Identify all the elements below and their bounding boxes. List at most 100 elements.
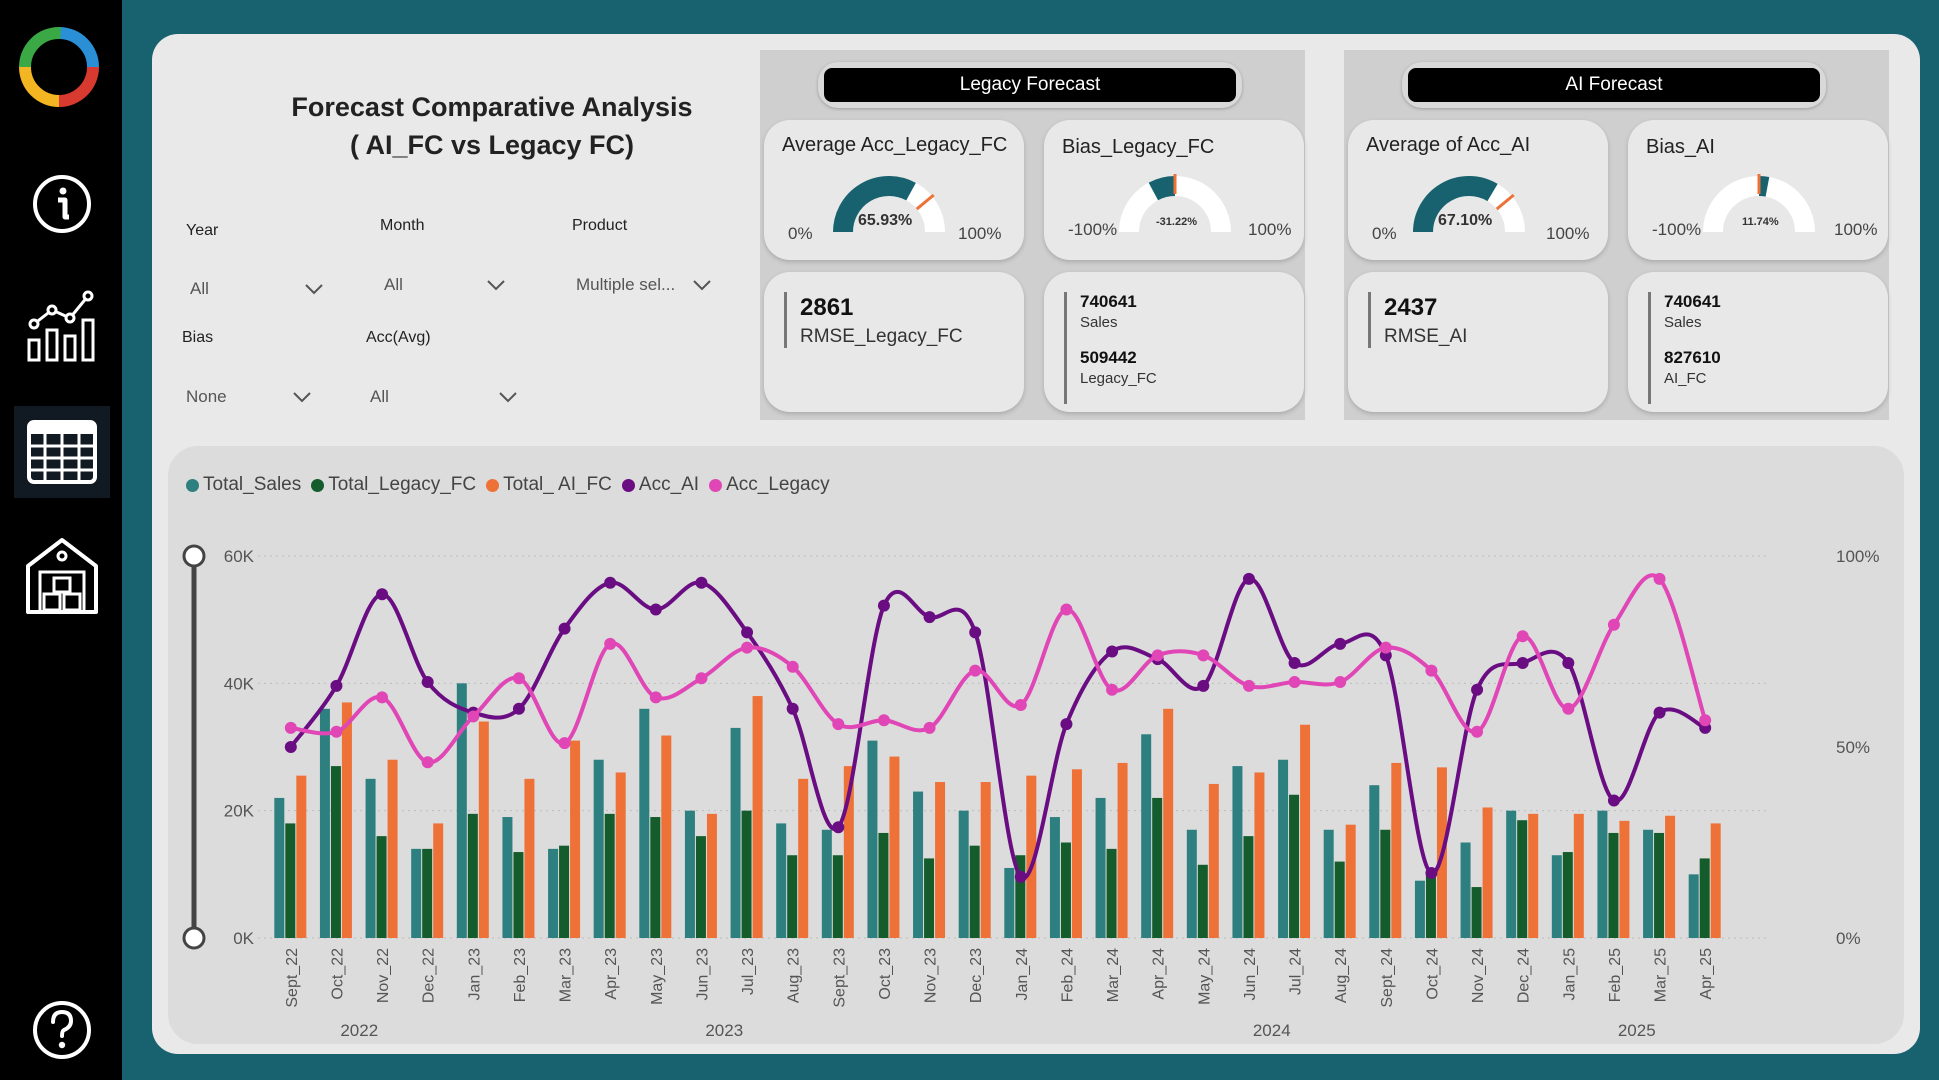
bar-total-sales [548, 848, 559, 938]
range-slider-handle-top[interactable] [182, 544, 206, 568]
app-logo [14, 22, 104, 112]
ai-acc-card: Average of Acc_AI 0% 100% 67.10% [1348, 120, 1608, 260]
gauge-min: 0% [1372, 224, 1397, 243]
line-acc-ai [289, 576, 1707, 881]
acc-dropdown[interactable]: All [370, 380, 518, 414]
x-tick-label: Oct_23 [877, 948, 894, 1000]
ai-group-title: AI Forecast [1408, 68, 1820, 102]
bar-total-legacy-fc [1425, 874, 1436, 938]
point-acc-legacy [695, 672, 708, 685]
bar-total-ai-fc [843, 766, 854, 938]
ai-rmse-card: 2437 RMSE_AI [1348, 272, 1608, 412]
bias-dropdown[interactable]: None [186, 380, 312, 414]
ai-bias-card: Bias_AI -100% 100% 11.74% [1628, 120, 1888, 260]
ai-bias-gauge [1703, 174, 1815, 233]
point-acc-ai [558, 622, 571, 635]
point-acc-ai [512, 702, 525, 715]
year-dropdown[interactable]: All [190, 272, 324, 306]
point-acc-legacy [1014, 698, 1027, 711]
bar-total-legacy-fc [1517, 820, 1528, 938]
legacy-acc-card: Average Acc_Legacy_FC 0% 100% 65.93% [764, 120, 1024, 260]
x-tick-label: Apr_23 [603, 948, 620, 1000]
legacy-rmse-card: 2861 RMSE_Legacy_FC [764, 272, 1024, 412]
y-tick-label: 40K [224, 674, 255, 693]
point-acc-legacy [558, 737, 571, 750]
bar-total-ai-fc [889, 756, 900, 938]
point-acc-ai [1014, 870, 1027, 883]
month-value: All [384, 275, 403, 294]
point-acc-ai [1425, 867, 1438, 880]
page-title-line2: ( AI_FC vs Legacy FC) [349, 130, 635, 160]
ai-rmse-label: RMSE_AI [1384, 326, 1468, 347]
year-label: Year [186, 222, 219, 239]
product-value: Multiple sel... [576, 275, 676, 294]
gauge-fill [1413, 176, 1498, 233]
legacy-acc-gauge [833, 176, 945, 233]
x-tick-label: Mar_23 [558, 948, 575, 1002]
product-dropdown[interactable]: Multiple sel... [576, 268, 712, 302]
legacy-fc-value: 509442 [1080, 348, 1137, 367]
point-acc-ai [330, 679, 343, 692]
x-tick-label: May_23 [649, 948, 666, 1005]
point-acc-legacy [877, 714, 890, 727]
point-acc-ai [877, 599, 890, 612]
info-button[interactable] [14, 158, 110, 250]
ai-rmse-value: 2437 [1384, 294, 1438, 321]
legacy-bias-gauge [1119, 174, 1231, 233]
legend-label: Total_Legacy_FC [328, 474, 477, 495]
bar-total-legacy-fc [513, 852, 524, 938]
legend-item[interactable]: Acc_Legacy [709, 474, 830, 496]
bar-total-sales [867, 740, 878, 938]
legend-item[interactable]: Total_Legacy_FC [311, 474, 476, 496]
help-button[interactable] [14, 984, 110, 1076]
bar-total-legacy-fc [1562, 852, 1573, 938]
bar-total-sales [1506, 810, 1517, 938]
legend-swatch [186, 478, 199, 492]
legend-item[interactable]: Total_Sales [186, 474, 301, 496]
bar-total-sales [730, 727, 741, 938]
gauge-min: -100% [1068, 220, 1118, 239]
analytics-button[interactable] [14, 280, 110, 372]
legend-item[interactable]: Acc_AI [621, 474, 699, 496]
bar-total-legacy-fc [787, 855, 798, 938]
chevron-down-icon [487, 280, 505, 291]
bar-total-legacy-fc [1106, 848, 1117, 938]
x-tick-label: Sept_23 [831, 948, 848, 1008]
y-tick-label: 0K [233, 929, 254, 948]
point-acc-ai [1471, 683, 1484, 696]
bar-total-ai-fc [615, 772, 626, 938]
point-acc-ai [1516, 656, 1529, 669]
ai-acc-gauge [1413, 176, 1525, 233]
point-acc-legacy [1653, 572, 1666, 585]
point-acc-legacy [1425, 664, 1438, 677]
point-acc-legacy [1471, 725, 1484, 738]
point-acc-legacy [1288, 676, 1301, 689]
bar-total-ai-fc [752, 696, 763, 938]
bar-total-ai-fc [296, 775, 307, 938]
point-acc-ai [969, 626, 982, 639]
legacy-rmse-label: RMSE_Legacy_FC [800, 326, 963, 347]
ai-bias-title: Bias_AI [1646, 136, 1715, 158]
y2-tick-label: 50% [1836, 738, 1870, 757]
bar-total-sales [502, 817, 513, 938]
logo-icon [19, 27, 99, 107]
point-acc-legacy [467, 710, 480, 723]
x-tick-label: Nov_23 [923, 948, 940, 1003]
bar-total-legacy-fc [741, 810, 752, 938]
warehouse-button[interactable] [14, 530, 110, 622]
year-group-label: 2025 [1618, 1021, 1656, 1040]
x-tick-label: Mar_24 [1105, 948, 1122, 1002]
month-dropdown[interactable]: All [384, 268, 506, 302]
bar-total-ai-fc [1254, 772, 1265, 938]
table-icon [27, 420, 97, 484]
legacy-acc-title: Average Acc_Legacy_FC [782, 134, 1008, 156]
legacy-fc-label: Legacy_FC [1080, 370, 1157, 387]
point-acc-legacy [1151, 649, 1164, 662]
legend-item[interactable]: Total_ AI_FC [486, 474, 612, 496]
point-acc-legacy [1379, 641, 1392, 654]
point-acc-ai [741, 626, 754, 639]
legacy-bias-title: Bias_Legacy_FC [1062, 136, 1215, 158]
y-tick-label: 20K [224, 802, 255, 821]
table-view-button[interactable] [14, 406, 110, 498]
range-slider-handle-bottom[interactable] [182, 926, 206, 950]
